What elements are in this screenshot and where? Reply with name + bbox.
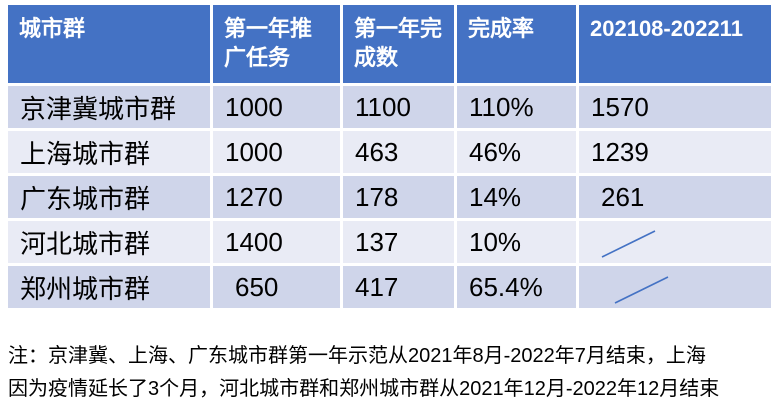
table-cell-rate: 10% — [457, 221, 576, 263]
table-cell-task: 1000 — [213, 131, 340, 173]
col-header-period: 202108-202211 — [579, 5, 771, 83]
table-cell-rate: 65.4% — [457, 266, 576, 308]
table-cell-completed: 178 — [343, 176, 454, 218]
col-header-city-cluster: 城市群 — [8, 5, 210, 83]
table-cell-completed: 1100 — [343, 86, 454, 128]
col-header-year1-task: 第一年推 广任务 — [213, 5, 340, 83]
na-slash-icon — [601, 230, 656, 258]
table-cell-task: 650 — [213, 266, 340, 308]
col-header-completion-rate: 完成率 — [457, 5, 576, 83]
table-cell-completed: 137 — [343, 221, 454, 263]
table-cell-rate: 46% — [457, 131, 576, 173]
table-cell-city: 上海城市群 — [8, 131, 210, 173]
table-cell-completed: 463 — [343, 131, 454, 173]
table-cell-period-total: 261 — [579, 176, 771, 218]
table-cell-task: 1000 — [213, 86, 340, 128]
table-cell-period-total: 1239 — [579, 131, 771, 173]
table-cell-period-total: 1570 — [579, 86, 771, 128]
table-cell-rate: 14% — [457, 176, 576, 218]
table-cell-completed: 417 — [343, 266, 454, 308]
table-cell-city: 广东城市群 — [8, 176, 210, 218]
na-slash-icon — [614, 276, 669, 304]
table-cell-city: 郑州城市群 — [8, 266, 210, 308]
table-cell-task: 1270 — [213, 176, 340, 218]
footnote-line-2: 因为疫情延长了3个月，河北城市群和郑州城市群从2021年12月-2022年12月… — [8, 378, 720, 400]
footnote-line-1: 注：京津冀、上海、广东城市群第一年示范从2021年8月-2022年7月结束，上海 — [8, 345, 706, 367]
table-cell-period-total-na — [579, 221, 771, 263]
table-cell-city: 京津冀城市群 — [8, 86, 210, 128]
table-cell-city: 河北城市群 — [8, 221, 210, 263]
city-cluster-table: 城市群 第一年推 广任务 第一年完 成数 完成率 202108-202211 京… — [8, 5, 771, 308]
table-cell-period-total-na — [579, 266, 771, 308]
table-cell-rate: 110% — [457, 86, 576, 128]
table-cell-task: 1400 — [213, 221, 340, 263]
footnote: 注：京津冀、上海、广东城市群第一年示范从2021年8月-2022年7月结束，上海… — [8, 340, 764, 406]
col-header-year1-completed: 第一年完 成数 — [343, 5, 454, 83]
